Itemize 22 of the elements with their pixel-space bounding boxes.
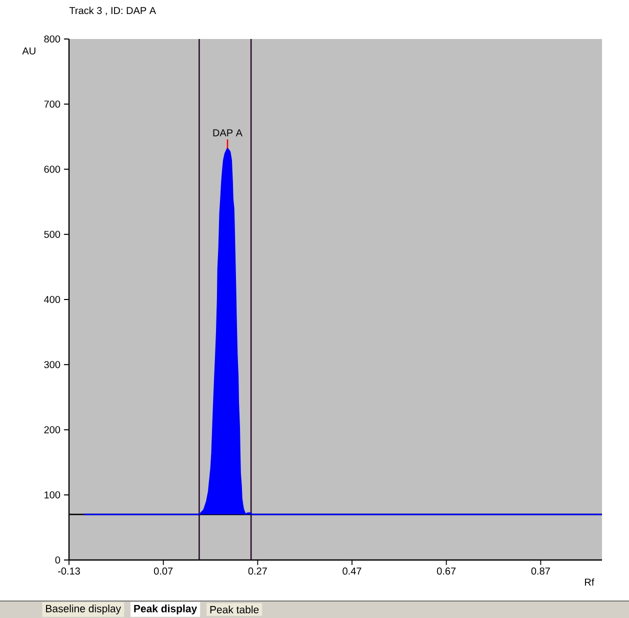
text: Peak table (210, 606, 259, 614)
annotation: DAP A (213, 129, 242, 136)
y-tick-label: 0 (55, 556, 60, 564)
y-axis-title: AU (22, 48, 36, 54)
x-tick-label: 0.47 (342, 568, 362, 575)
text: Baseline display (46, 604, 122, 614)
y-tick-label: 600 (44, 166, 60, 173)
y-tick-label: 800 (44, 35, 60, 43)
x-tick-label: 0.27 (248, 568, 267, 575)
y-tick-label: 700 (44, 100, 60, 108)
x-tick-label: 0.67 (437, 568, 456, 575)
x-axis-title: Rf (585, 578, 594, 586)
x-tick-label: 0.87 (531, 568, 550, 575)
text: Peak display (134, 604, 198, 614)
y-tick-label: 100 (44, 491, 60, 498)
y-tick-label: 300 (44, 361, 60, 368)
x-tick-label: 0.07 (154, 568, 173, 575)
chart-title: Track 3 , ID: DAP A (69, 6, 156, 16)
y-tick-label: 500 (44, 230, 60, 238)
y-tick-label: 200 (44, 426, 60, 434)
y-tick-label: 400 (44, 296, 60, 304)
x-tick-label: -0.13 (58, 568, 80, 575)
